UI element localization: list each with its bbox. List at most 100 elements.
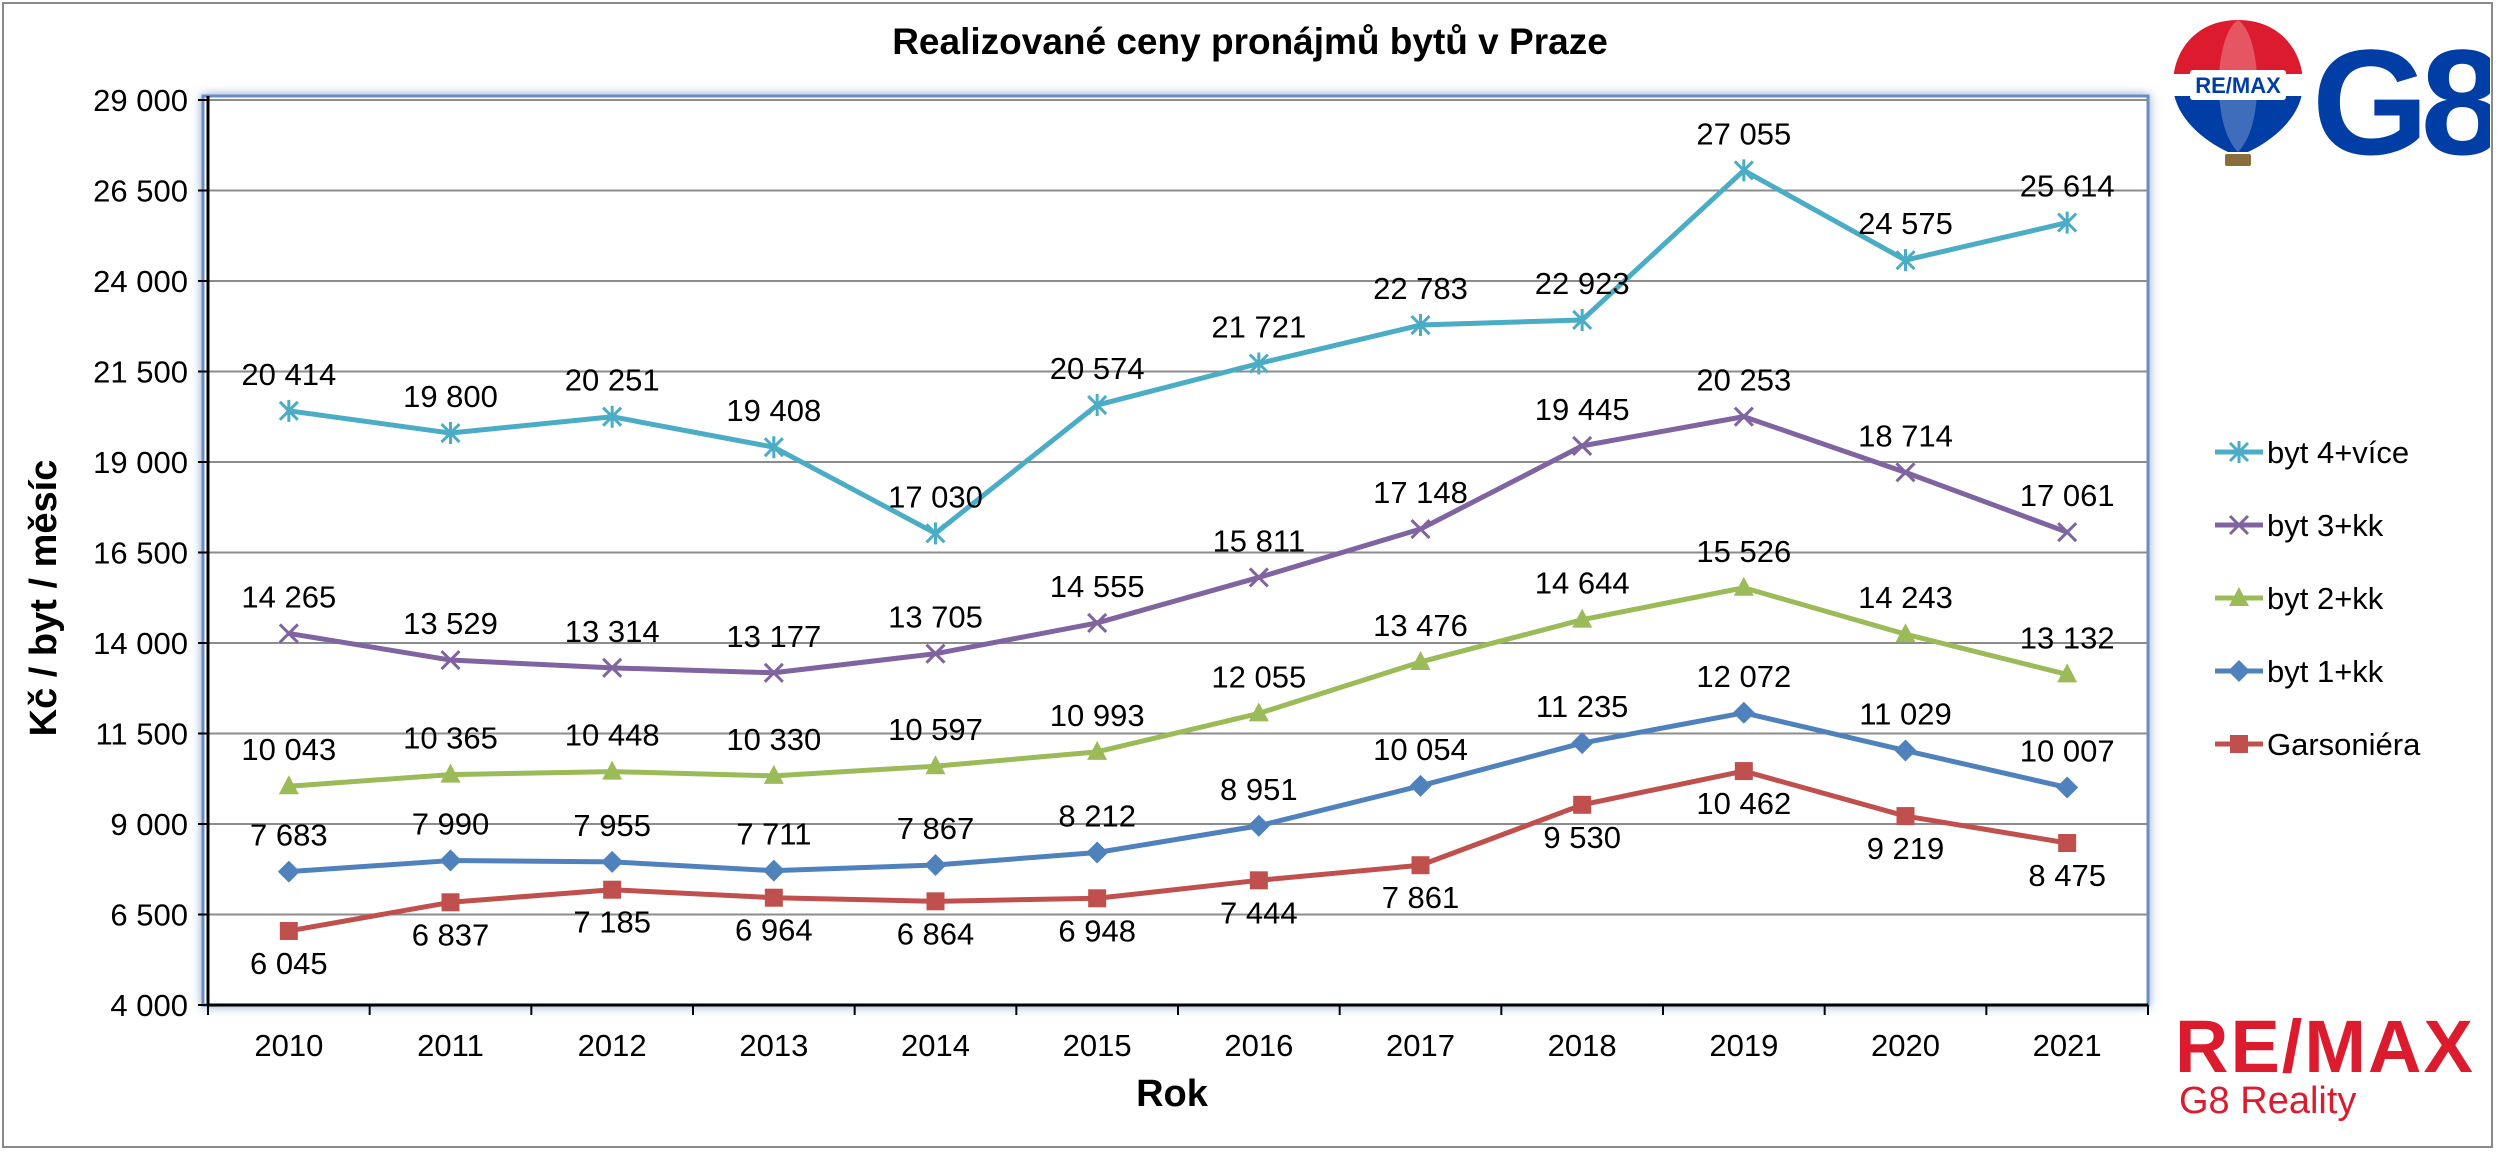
data-point: [602, 405, 623, 428]
series-line: [288, 414, 2069, 676]
data-label: 17 030: [888, 479, 983, 514]
data-point: [603, 880, 622, 899]
data-label: 6 045: [250, 946, 328, 981]
legend-item: Garsoniéra: [2215, 727, 2421, 762]
data-label: 14 243: [1858, 580, 1953, 615]
y-tick-label: 19 000: [93, 445, 188, 480]
data-point: [1572, 435, 1593, 456]
x-tick-label: 2018: [1548, 1028, 1617, 1063]
x-tick-label: 2016: [1224, 1028, 1293, 1063]
data-point: [925, 755, 946, 775]
data-point: [440, 422, 461, 445]
x-tick-label: 2014: [901, 1028, 970, 1063]
balloon-logo: RE/MAX G8: [2173, 18, 2497, 186]
data-label: 19 445: [1535, 392, 1630, 427]
x-axis-label: Rok: [1136, 1073, 1209, 1115]
data-point: [279, 921, 298, 940]
data-point: [1248, 702, 1269, 722]
series-line: [288, 585, 2068, 789]
remax-subtitle: G8 Reality: [2179, 1080, 2357, 1122]
data-point: [1249, 871, 1268, 890]
data-point: [602, 657, 623, 678]
data-point: [1088, 889, 1107, 908]
data-label: 13 132: [2020, 620, 2115, 655]
y-tick-label: 16 500: [93, 536, 188, 571]
data-point: [1734, 762, 1753, 781]
data-label: 15 811: [1213, 523, 1306, 558]
data-point: [2058, 834, 2077, 853]
data-point: [1247, 814, 1270, 837]
legend-label: byt 4+více: [2267, 435, 2409, 470]
data-label: 9 530: [1543, 820, 1621, 855]
y-tick-label: 26 500: [93, 174, 188, 209]
legend-label: byt 2+kk: [2267, 581, 2384, 616]
x-tick-label: 2013: [739, 1028, 808, 1063]
legend-item: byt 1+kk: [2215, 654, 2384, 689]
y-tick-label: 6 500: [110, 898, 188, 933]
data-label: 13 314: [565, 614, 660, 649]
data-point: [763, 764, 784, 784]
data-point: [925, 643, 946, 664]
data-label: 6 964: [735, 913, 813, 948]
chart-title: Realizované ceny pronájmů bytů v Praze: [892, 21, 1608, 62]
data-label: 10 054: [1373, 732, 1468, 767]
legend-marker: [2228, 441, 2250, 463]
data-label: 10 993: [1050, 698, 1145, 733]
x-tick-label: 2020: [1871, 1028, 1940, 1063]
data-point: [2057, 211, 2078, 234]
y-tick-label: 4 000: [110, 988, 188, 1023]
remax-g8-logo: RE/MAX G8: [2170, 14, 2497, 186]
data-label: 7 683: [250, 818, 328, 853]
data-label: 25 614: [2020, 169, 2115, 204]
data-point: [762, 859, 785, 882]
data-label: 11 235: [1536, 689, 1629, 724]
data-point: [763, 436, 784, 459]
plot-area: [201, 94, 2150, 1007]
data-point: [1410, 518, 1431, 540]
data-point: [1733, 406, 1754, 427]
data-label: 10 007: [2020, 734, 2115, 769]
data-point: [2057, 663, 2078, 683]
data-point: [926, 892, 945, 911]
legend-item: byt 2+kk: [2215, 581, 2384, 616]
data-point: [1087, 740, 1108, 760]
data-point: [2057, 522, 2078, 543]
x-axis-ticks: 2010 2011 2012 2013 2014 2015 2016 2017 2018 2019…: [207, 1005, 2149, 1063]
data-label: 13 529: [403, 606, 498, 641]
balloon-logo-text: RE/MAX: [2195, 73, 2281, 98]
data-label: 12 072: [1696, 659, 1791, 694]
data-point: [440, 763, 461, 783]
data-point: [1411, 856, 1430, 875]
data-label: 14 555: [1050, 569, 1145, 604]
data-label: 19 408: [726, 393, 821, 428]
data-point: [1410, 650, 1431, 670]
data-label: 7 955: [573, 808, 651, 843]
data-label: 19 800: [403, 379, 498, 414]
data-point: [441, 893, 460, 912]
data-label: 14 644: [1535, 566, 1630, 601]
data-label: 13 705: [888, 600, 983, 635]
legend-marker: [2230, 735, 2248, 753]
data-label: 17 148: [1373, 475, 1468, 510]
y-tick-label: 21 500: [93, 355, 188, 390]
data-label: 6 864: [897, 916, 975, 951]
data-point: [1733, 576, 1754, 596]
data-label: 20 251: [565, 363, 660, 398]
series-line: [288, 710, 2068, 875]
remax-logo-text: RE/MAX: [2175, 1005, 2475, 1088]
data-label: 10 448: [565, 718, 660, 753]
legend-marker: [2229, 587, 2249, 606]
series-layer: [277, 159, 2079, 940]
data-point: [1086, 841, 1109, 864]
y-tick-label: 24 000: [93, 264, 188, 299]
x-tick-label: 2019: [1709, 1028, 1778, 1063]
data-point: [1572, 608, 1593, 628]
data-point: [925, 522, 946, 545]
data-label: 24 575: [1858, 206, 1953, 241]
data-label: 20 414: [241, 357, 336, 392]
data-label: 22 923: [1535, 266, 1630, 301]
y-tick-label: 9 000: [110, 807, 188, 842]
data-point: [763, 662, 784, 683]
data-label: 10 462: [1696, 786, 1791, 821]
data-point: [1895, 623, 1916, 643]
